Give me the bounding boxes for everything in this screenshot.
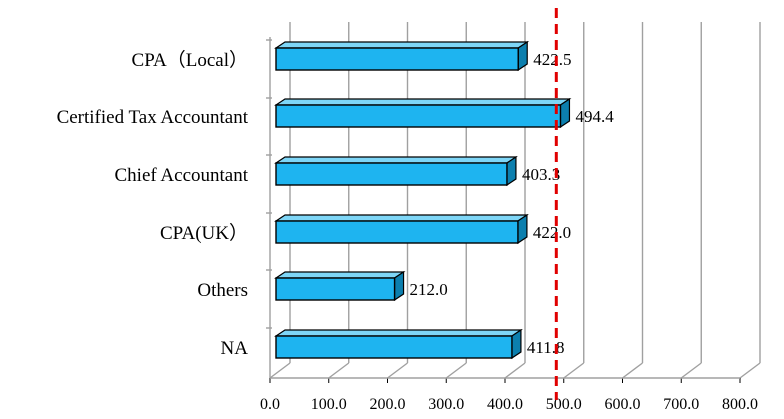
category-label: CPA（Local） xyxy=(132,49,248,71)
bars-layer xyxy=(274,40,572,360)
gridline-depth xyxy=(680,362,702,379)
gridline-depth xyxy=(328,362,350,379)
x-tick-label: 700.0 xyxy=(663,396,699,413)
bar-top-face xyxy=(274,214,529,222)
category-label: Chief Accountant xyxy=(115,165,249,186)
x-tick-label: 600.0 xyxy=(605,396,641,413)
gridline-depth xyxy=(739,362,761,379)
gridline-depth xyxy=(445,362,467,379)
x-tick-label: 300.0 xyxy=(428,396,464,413)
floor-depth-edge xyxy=(269,362,291,379)
category-label: NA xyxy=(221,338,249,359)
labels-layer: 0.0 100.0 200.0 300.0 400.0 500.0 600.0 700.0 80… xyxy=(57,49,758,413)
x-tick-label: 500.0 xyxy=(546,396,582,413)
gridline-depth xyxy=(387,362,408,379)
x-tick-label: 100.0 xyxy=(311,396,347,413)
gridline-depth xyxy=(622,362,643,379)
data-label: 422.0 xyxy=(533,223,571,242)
bar xyxy=(275,104,562,128)
bar-top-face xyxy=(274,271,406,279)
bar-top-face xyxy=(274,329,523,337)
category-label: Certified Tax Accountant xyxy=(57,107,249,128)
data-label: 403.3 xyxy=(522,165,560,184)
grid-layer xyxy=(266,22,761,383)
bar-top-face xyxy=(274,41,530,49)
x-tick-label: 0.0 xyxy=(260,396,280,413)
x-tick-label: 200.0 xyxy=(370,396,406,413)
gridline-depth xyxy=(504,362,526,379)
x-tick-label: 800.0 xyxy=(722,396,758,413)
category-label: Others xyxy=(197,280,248,301)
bar xyxy=(275,162,508,186)
x-tick-label: 400.0 xyxy=(487,396,523,413)
category-label: CPA(UK） xyxy=(160,222,248,244)
data-label: 212.0 xyxy=(410,280,448,299)
gridline-depth xyxy=(563,362,585,379)
data-label: 411.8 xyxy=(527,338,565,357)
bar xyxy=(275,335,513,359)
bar xyxy=(275,277,396,301)
data-label: 494.4 xyxy=(575,107,614,126)
bar-top-face xyxy=(274,98,572,106)
bar-top-face xyxy=(274,156,518,164)
bar xyxy=(275,220,519,244)
bar xyxy=(275,47,519,71)
data-label: 422.5 xyxy=(533,50,571,69)
